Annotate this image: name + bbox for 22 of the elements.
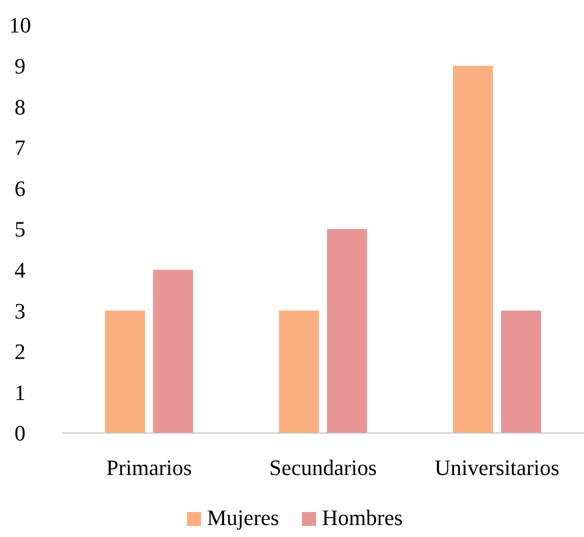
- legend-label: Hombres: [322, 505, 403, 530]
- x-tick-label: Secundarios: [269, 455, 377, 480]
- x-tick-label: Primarios: [106, 455, 192, 480]
- y-tick-label: 3: [14, 298, 26, 324]
- y-tick-label: 10: [9, 12, 31, 38]
- y-tick-label: 9: [14, 54, 26, 78]
- y-tick-label: 7: [14, 135, 26, 160]
- bar: [153, 270, 193, 433]
- y-tick-label: 6: [14, 176, 26, 201]
- x-tick-label: Universitarios: [434, 455, 560, 480]
- y-tick-label: 1: [14, 380, 26, 405]
- bar: [501, 310, 541, 433]
- bar: [327, 229, 367, 433]
- y-tick-label: 5: [14, 216, 26, 242]
- y-tick-label: 8: [14, 94, 26, 120]
- y-tick-label: 4: [14, 258, 26, 282]
- y-tick-label: 2: [14, 339, 26, 364]
- bar: [279, 310, 319, 433]
- y-tick-label: 0: [14, 420, 26, 446]
- legend-label: Mujeres: [207, 505, 280, 530]
- bar: [453, 66, 493, 433]
- bar: [105, 310, 145, 433]
